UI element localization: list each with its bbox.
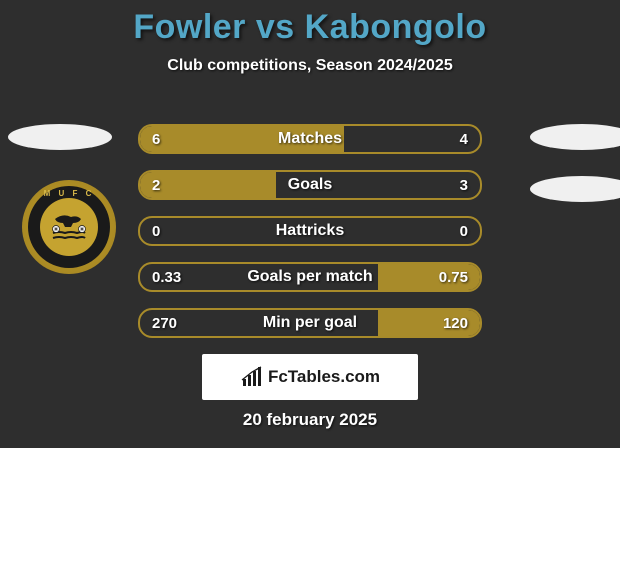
watermark-text: FcTables.com (268, 367, 380, 387)
stat-row-goals-per-match: 0.33 Goals per match 0.75 (138, 262, 482, 292)
stat-label: Goals per match (140, 264, 480, 290)
stat-row-min-per-goal: 270 Min per goal 120 (138, 308, 482, 338)
stats-column: 6 Matches 4 2 Goals 3 0 Hattricks 0 0.33… (138, 124, 482, 400)
bar-chart-icon (240, 365, 264, 389)
stat-label: Goals (140, 172, 480, 198)
watermark: FcTables.com (202, 354, 418, 400)
stat-row-matches: 6 Matches 4 (138, 124, 482, 154)
stat-row-hattricks: 0 Hattricks 0 (138, 216, 482, 246)
player-right-avatar-placeholder-2 (530, 176, 620, 202)
stat-row-goals: 2 Goals 3 (138, 170, 482, 200)
empty-area (0, 448, 620, 580)
player-right-avatar-placeholder-1 (530, 124, 620, 150)
subtitle: Club competitions, Season 2024/2025 (0, 57, 620, 75)
club-logo-text: M U F C (28, 189, 110, 198)
comparison-panel: Fowler vs Kabongolo Club competitions, S… (0, 0, 620, 448)
stat-label: Min per goal (140, 310, 480, 336)
stat-value-right: 3 (460, 172, 468, 198)
date-text: 20 february 2025 (0, 410, 620, 430)
lion-icon (49, 211, 89, 243)
player-left-avatar-placeholder (8, 124, 112, 150)
stat-value-right: 0.75 (439, 264, 468, 290)
stat-value-right: 0 (460, 218, 468, 244)
stat-value-right: 120 (443, 310, 468, 336)
stat-label: Matches (140, 126, 480, 152)
stat-label: Hattricks (140, 218, 480, 244)
club-logo: M U F C (22, 180, 116, 274)
stat-value-right: 4 (460, 126, 468, 152)
page-title: Fowler vs Kabongolo (0, 0, 620, 47)
